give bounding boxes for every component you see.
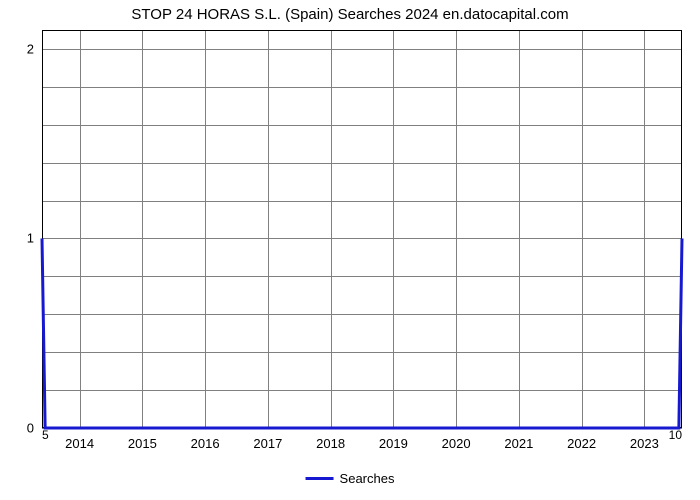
corner-label-bottom-right: 10 [669,428,682,442]
x-tick-label: 2022 [567,436,596,451]
plot-area: 2014201520162017201820192020202120222023… [42,30,682,428]
series-line-searches [42,238,682,428]
chart-title: STOP 24 HORAS S.L. (Spain) Searches 2024… [0,6,700,23]
legend-label: Searches [340,471,395,486]
x-tick-label: 2019 [379,436,408,451]
y-tick-label: 1 [27,231,34,246]
x-tick-label: 2014 [65,436,94,451]
x-tick-label: 2016 [191,436,220,451]
x-tick-label: 2018 [316,436,345,451]
corner-label-bottom-left: 5 [42,428,49,442]
x-tick-label: 2017 [253,436,282,451]
x-tick-label: 2015 [128,436,157,451]
y-tick-label: 2 [27,41,34,56]
legend: Searches [306,471,395,486]
x-tick-label: 2020 [442,436,471,451]
legend-swatch [306,477,334,480]
series-layer [42,30,682,428]
y-tick-label: 0 [27,421,34,436]
x-tick-label: 2021 [504,436,533,451]
x-tick-label: 2023 [630,436,659,451]
